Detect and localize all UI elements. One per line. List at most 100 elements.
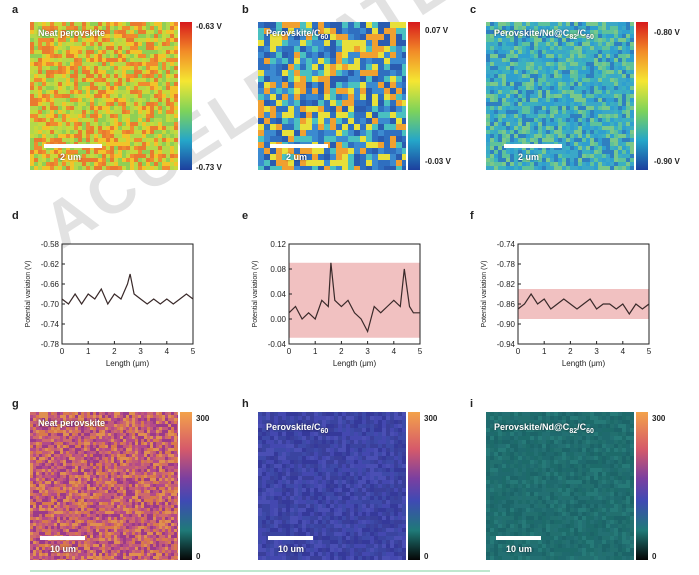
- pl-map-c60: Perovskite/C60 10 um: [258, 412, 406, 560]
- colorbar-min: -0.73 V: [196, 163, 222, 172]
- colorbar-pl-h: [408, 412, 420, 560]
- y-tick-label: -0.94: [497, 340, 516, 349]
- y-tick-label: 0.12: [270, 240, 286, 249]
- y-tick-label: 0.08: [270, 265, 286, 274]
- colorbar-kpfm-c: [636, 22, 648, 170]
- map-title: Perovskite/C60: [266, 28, 329, 41]
- y-tick-label: -0.04: [268, 340, 287, 349]
- panel-label-i: i: [470, 398, 474, 410]
- series-line: [288, 262, 420, 334]
- colorbar-min: 0: [652, 552, 657, 561]
- variation-band: [289, 262, 420, 338]
- colorbar-max: 300: [424, 414, 438, 423]
- x-tick-label: 5: [191, 347, 196, 356]
- x-tick-label: 4: [621, 347, 626, 356]
- colorbar-max: 300: [196, 414, 210, 423]
- colorbar-min: -0.03 V: [425, 157, 451, 166]
- scale-bar: [504, 144, 562, 148]
- pl-map-nd: Perovskite/Nd@C82/C60 10 um: [486, 412, 634, 560]
- colorbar-pl-g: [180, 412, 192, 560]
- scale-bar: [496, 536, 541, 540]
- x-tick-label: 1: [542, 347, 547, 356]
- scale-label: 2 um: [286, 152, 308, 162]
- y-tick-label: -0.78: [497, 260, 516, 269]
- y-tick-label: -0.70: [41, 300, 60, 309]
- x-tick-label: 4: [165, 347, 170, 356]
- y-tick-label: 0.00: [270, 315, 286, 324]
- y-tick-label: -0.90: [497, 320, 516, 329]
- x-axis-label: Length (μm): [333, 359, 377, 368]
- panel-label-h: h: [242, 398, 249, 410]
- y-tick-label: -0.82: [497, 280, 516, 289]
- kpfm-map-nd: Perovskite/Nd@C82/C60 2 um: [486, 22, 634, 170]
- y-axis-label: Potential variation (V): [481, 261, 488, 328]
- panel-label-e: e: [242, 210, 249, 222]
- y-tick-label: -0.58: [41, 240, 60, 249]
- x-tick-label: 3: [594, 347, 599, 356]
- panel-label-g: g: [12, 398, 19, 410]
- panel-label-c: c: [470, 4, 477, 16]
- x-tick-label: 5: [647, 347, 652, 356]
- plot-frame: [61, 243, 194, 345]
- kpfm-map-neat: Neat perovskite 2 um: [30, 22, 178, 170]
- map-title: Neat perovskite: [38, 28, 106, 38]
- x-tick-label: 0: [516, 347, 521, 356]
- x-tick-label: 0: [287, 347, 292, 356]
- scale-bar: [40, 536, 85, 540]
- x-tick-label: 3: [138, 347, 143, 356]
- x-tick-label: 4: [392, 347, 397, 356]
- map-title: Perovskite/Nd@C82/C60: [494, 422, 594, 435]
- y-tick-label: -0.74: [497, 240, 516, 249]
- panel-label-d: d: [12, 210, 19, 222]
- scale-label: 10 um: [50, 544, 77, 554]
- y-tick-label: -0.62: [41, 260, 60, 269]
- scale-label: 2 um: [60, 152, 82, 162]
- scale-bar: [44, 144, 102, 148]
- x-tick-label: 2: [112, 347, 117, 356]
- line-plot-f: 0 1 2 3 4 5 -0.94 -0.90 -0.86 -0.82 -0.78 -0.74 Leng…: [481, 240, 652, 368]
- series-line: [61, 273, 194, 306]
- kpfm-map-c60: Perovskite/C60 2 um: [258, 22, 406, 170]
- colorbar-max: 300: [652, 414, 666, 423]
- x-tick-label: 1: [313, 347, 318, 356]
- colorbar-kpfm-b: [408, 22, 420, 170]
- y-tick-label: -0.66: [41, 280, 60, 289]
- footer-divider: [30, 570, 490, 572]
- y-tick-label: -0.78: [41, 340, 60, 349]
- scale-label: 2 um: [518, 152, 540, 162]
- panel-label-b: b: [242, 4, 249, 16]
- y-tick-label: -0.86: [497, 300, 516, 309]
- series-line: [517, 292, 650, 316]
- x-tick-label: 2: [339, 347, 344, 356]
- colorbar-min: -0.90 V: [654, 157, 680, 166]
- y-axis-label: Potential variation (V): [25, 261, 32, 328]
- line-plot-e: 0 1 2 3 4 5 -0.04 0.00 0.04 0.08 0.12 Length (μm) Po…: [252, 240, 423, 368]
- map-title: Perovskite/Nd@C82/C60: [494, 28, 594, 41]
- colorbar-min: 0: [424, 552, 429, 561]
- panel-label-a: a: [12, 4, 19, 16]
- colorbar-max: -0.80 V: [654, 28, 680, 37]
- colorbar-max: 0.07 V: [425, 26, 449, 35]
- colorbar-min: 0: [196, 552, 201, 561]
- x-tick-label: 2: [568, 347, 573, 356]
- pl-map-neat: Neat perovskite 10 um: [30, 412, 178, 560]
- scale-bar: [268, 536, 313, 540]
- colorbar-max: -0.63 V: [196, 22, 222, 31]
- colorbar-kpfm-a: [180, 22, 192, 170]
- x-tick-label: 1: [86, 347, 91, 356]
- map-title: Neat perovskite: [38, 418, 106, 428]
- map-title: Perovskite/C60: [266, 422, 329, 435]
- panel-label-f: f: [470, 210, 474, 222]
- scale-label: 10 um: [506, 544, 533, 554]
- scale-bar: [270, 144, 328, 148]
- y-tick-label: 0.04: [270, 290, 286, 299]
- plot-frame: [517, 243, 650, 345]
- y-tick-label: -0.74: [41, 320, 60, 329]
- x-tick-label: 5: [418, 347, 423, 356]
- y-axis-label: Potential variation (V): [252, 261, 259, 328]
- colorbar-pl-i: [636, 412, 648, 560]
- x-axis-label: Length (μm): [106, 359, 150, 368]
- x-tick-label: 3: [365, 347, 370, 356]
- scale-label: 10 um: [278, 544, 305, 554]
- line-plot-d: 0 1 2 3 4 5 -0.78 -0.74 -0.70 -0.66 -0.62 -0.58 Leng…: [25, 240, 196, 368]
